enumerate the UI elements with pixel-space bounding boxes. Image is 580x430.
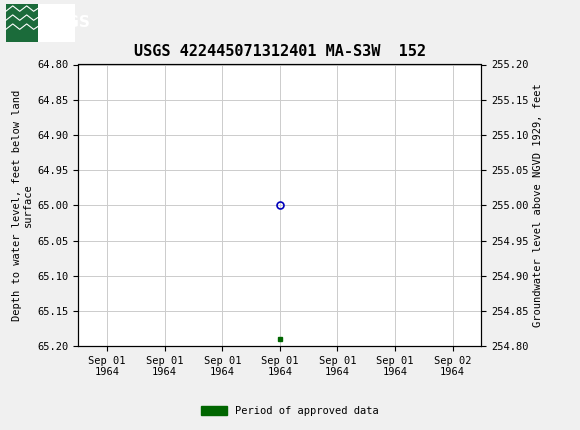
FancyBboxPatch shape	[6, 3, 75, 42]
Y-axis label: Depth to water level, feet below land
surface: Depth to water level, feet below land su…	[12, 90, 33, 321]
FancyBboxPatch shape	[6, 3, 38, 42]
Text: USGS: USGS	[44, 15, 90, 30]
Legend: Period of approved data: Period of approved data	[197, 402, 383, 421]
Title: USGS 422445071312401 MA-S3W  152: USGS 422445071312401 MA-S3W 152	[134, 44, 426, 59]
Y-axis label: Groundwater level above NGVD 1929, feet: Groundwater level above NGVD 1929, feet	[533, 83, 543, 327]
